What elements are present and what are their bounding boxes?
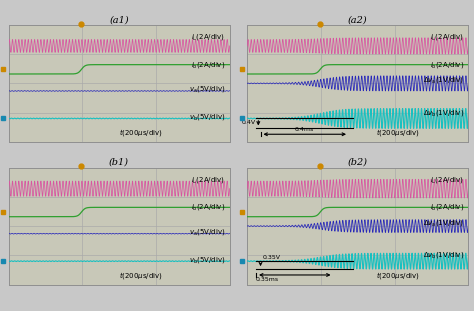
Text: $\Delta v_\mathrm{b}$(1V/div): $\Delta v_\mathrm{b}$(1V/div) [423, 108, 464, 118]
Text: $i_\mathrm{L}$(2A/div): $i_\mathrm{L}$(2A/div) [191, 32, 225, 42]
Text: $\Delta v_\mathrm{a}$(1V/div): $\Delta v_\mathrm{a}$(1V/div) [423, 75, 464, 85]
Text: 0.4ms: 0.4ms [295, 128, 314, 132]
Text: 0.35ms: 0.35ms [256, 277, 279, 282]
Text: $t$(200$\mu$s/div): $t$(200$\mu$s/div) [119, 127, 163, 138]
Text: $v_\mathrm{a}$(5V/div): $v_\mathrm{a}$(5V/div) [189, 227, 225, 237]
Text: $v_\mathrm{b}$(5V/div): $v_\mathrm{b}$(5V/div) [189, 112, 225, 122]
Text: $i_\mathrm{L}$(2A/div): $i_\mathrm{L}$(2A/div) [430, 175, 464, 185]
Title: (b2): (b2) [348, 158, 368, 167]
Text: $i_\mathrm{b}$(2A/div): $i_\mathrm{b}$(2A/div) [429, 202, 464, 212]
Text: $i_\mathrm{b}$(2A/div): $i_\mathrm{b}$(2A/div) [191, 60, 225, 70]
Text: $i_\mathrm{b}$(2A/div): $i_\mathrm{b}$(2A/div) [429, 60, 464, 70]
Text: $v_\mathrm{a}$(5V/div): $v_\mathrm{a}$(5V/div) [189, 84, 225, 94]
Title: (a1): (a1) [109, 15, 129, 24]
Text: 0.35V: 0.35V [263, 255, 281, 260]
Text: $t$(200$\mu$s/div): $t$(200$\mu$s/div) [375, 127, 419, 138]
Text: $v_\mathrm{b}$(5V/div): $v_\mathrm{b}$(5V/div) [189, 255, 225, 265]
Text: $t$(200$\mu$s/div): $t$(200$\mu$s/div) [119, 270, 163, 281]
Text: $i_\mathrm{L}$(2A/div): $i_\mathrm{L}$(2A/div) [191, 175, 225, 185]
Text: $\Delta v_\mathrm{a}$(1V/div): $\Delta v_\mathrm{a}$(1V/div) [423, 218, 464, 228]
Text: $t$(200$\mu$s/div): $t$(200$\mu$s/div) [375, 270, 419, 281]
Text: 0.4V: 0.4V [242, 120, 256, 125]
Title: (a2): (a2) [348, 15, 368, 24]
Title: (b1): (b1) [109, 158, 129, 167]
Text: $i_\mathrm{b}$(2A/div): $i_\mathrm{b}$(2A/div) [191, 202, 225, 212]
Text: $i_\mathrm{L}$(2A/div): $i_\mathrm{L}$(2A/div) [430, 32, 464, 42]
Text: $\Delta v_\mathrm{b}$(1V/div): $\Delta v_\mathrm{b}$(1V/div) [423, 250, 464, 260]
